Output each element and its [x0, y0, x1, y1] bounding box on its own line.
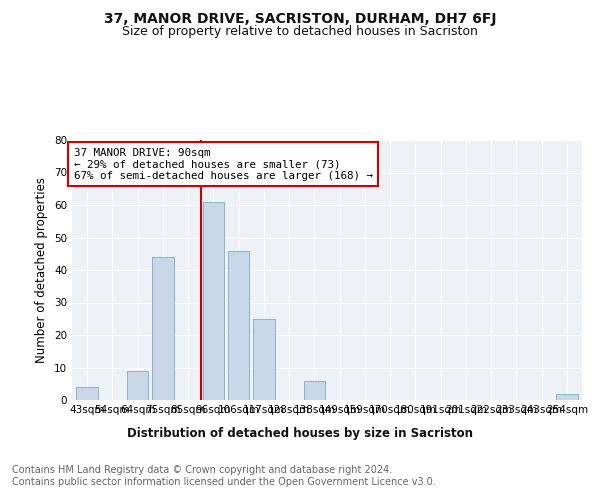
Text: Distribution of detached houses by size in Sacriston: Distribution of detached houses by size …: [127, 428, 473, 440]
Text: 37 MANOR DRIVE: 90sqm
← 29% of detached houses are smaller (73)
67% of semi-deta: 37 MANOR DRIVE: 90sqm ← 29% of detached …: [74, 148, 373, 181]
Bar: [253, 319, 275, 400]
Bar: [304, 380, 325, 400]
Bar: [152, 257, 173, 400]
Bar: [228, 250, 250, 400]
Bar: [556, 394, 578, 400]
Y-axis label: Number of detached properties: Number of detached properties: [35, 177, 49, 363]
Text: 37, MANOR DRIVE, SACRISTON, DURHAM, DH7 6FJ: 37, MANOR DRIVE, SACRISTON, DURHAM, DH7 …: [104, 12, 496, 26]
Bar: [203, 202, 224, 400]
Bar: [127, 371, 148, 400]
Text: Size of property relative to detached houses in Sacriston: Size of property relative to detached ho…: [122, 25, 478, 38]
Text: Contains HM Land Registry data © Crown copyright and database right 2024.
Contai: Contains HM Land Registry data © Crown c…: [12, 465, 436, 486]
Bar: [76, 387, 98, 400]
